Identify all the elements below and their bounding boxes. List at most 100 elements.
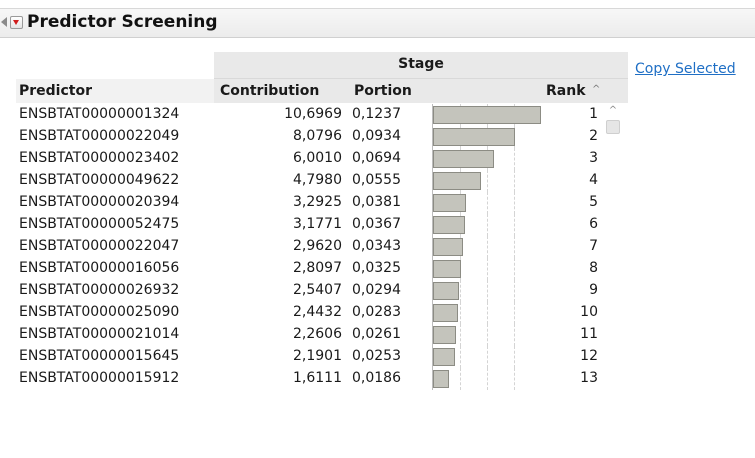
rank-cell: 6 (589, 216, 598, 232)
bar-gridline (514, 346, 515, 368)
bar-gridline (514, 170, 515, 192)
table-row[interactable]: ENSBTAT00000023402 6,0010 0,0694 3 (16, 148, 628, 170)
portion-bar (433, 326, 456, 344)
bar-gridline (487, 192, 488, 214)
portion-bar-cell (432, 346, 541, 368)
bar-gridline (514, 368, 515, 390)
bar-gridline (514, 258, 515, 280)
panel-title: Predictor Screening (27, 12, 218, 32)
contribution-cell: 2,2606 (293, 326, 342, 342)
table-row[interactable]: ENSBTAT00000026932 2,5407 0,0294 9 (16, 280, 628, 302)
rank-cell: 5 (589, 194, 598, 210)
rank-cell: 9 (589, 282, 598, 298)
predictor-column-label: Predictor (19, 83, 92, 99)
portion-column-label: Portion (354, 83, 412, 99)
table-row[interactable]: ENSBTAT00000001324 10,6969 0,1237 1 (16, 104, 628, 126)
table-row[interactable]: ENSBTAT00000052475 3,1771 0,0367 6 (16, 214, 628, 236)
predictor-cell: ENSBTAT00000016056 (19, 260, 180, 276)
portion-bar-cell (432, 368, 541, 390)
portion-bar (433, 370, 449, 388)
vertical-scrollbar[interactable] (604, 104, 628, 458)
predictor-column-header[interactable]: Predictor (16, 79, 214, 103)
table-row[interactable]: ENSBTAT00000022049 8,0796 0,0934 2 (16, 126, 628, 148)
contribution-cell: 2,8097 (293, 260, 342, 276)
bar-gridline (487, 324, 488, 346)
rank-column-header[interactable]: Rank ^ (540, 79, 604, 103)
predictor-cell: ENSBTAT00000023402 (19, 150, 180, 166)
portion-bar-cell (432, 192, 541, 214)
rank-cell: 12 (580, 348, 598, 364)
portion-bar-cell (432, 258, 541, 280)
table-row[interactable]: ENSBTAT00000022047 2,9620 0,0343 7 (16, 236, 628, 258)
bar-gridline (460, 280, 461, 302)
bar-gridline (487, 346, 488, 368)
portion-cell: 0,0294 (352, 282, 401, 298)
table-row[interactable]: ENSBTAT00000015645 2,1901 0,0253 12 (16, 346, 628, 368)
portion-bar-cell (432, 236, 541, 258)
portion-bar (433, 106, 541, 124)
portion-cell: 0,0694 (352, 150, 401, 166)
stage-header-label: Stage (398, 56, 444, 72)
table-row[interactable]: ENSBTAT00000015912 1,6111 0,0186 13 (16, 368, 628, 390)
contribution-cell: 2,9620 (293, 238, 342, 254)
predictor-table: Stage Predictor Contribution Portion Ran… (16, 52, 629, 458)
red-triangle-menu-icon[interactable] (10, 16, 23, 29)
contribution-column-label: Contribution (220, 83, 320, 99)
table-row[interactable]: ENSBTAT00000020394 3,2925 0,0381 5 (16, 192, 628, 214)
bar-gridline (487, 170, 488, 192)
disclosure-triangle-icon[interactable] (1, 17, 7, 27)
bar-gridline (460, 368, 461, 390)
portion-bar-cell (432, 104, 541, 126)
rank-cell: 7 (589, 238, 598, 254)
bar-gridline (514, 302, 515, 324)
rank-cell: 1 (589, 106, 598, 122)
copy-selected-link[interactable]: Copy Selected (635, 61, 736, 77)
table-row[interactable]: ENSBTAT00000021014 2,2606 0,0261 11 (16, 324, 628, 346)
portion-bar-column-header (432, 79, 540, 103)
portion-cell: 0,0186 (352, 370, 401, 386)
portion-cell: 0,0325 (352, 260, 401, 276)
portion-bar (433, 194, 466, 212)
portion-bar (433, 282, 459, 300)
portion-cell: 0,0555 (352, 172, 401, 188)
bar-gridline (514, 148, 515, 170)
stage-group-header: Stage (214, 52, 628, 79)
contribution-cell: 2,1901 (293, 348, 342, 364)
contribution-cell: 3,2925 (293, 194, 342, 210)
rank-cell: 3 (589, 150, 598, 166)
contribution-column-header[interactable]: Contribution (214, 79, 348, 103)
portion-bar (433, 128, 515, 146)
portion-bar-cell (432, 302, 541, 324)
rank-cell: 10 (580, 304, 598, 320)
bar-gridline (460, 324, 461, 346)
portion-bar (433, 260, 461, 278)
scrollbar-thumb[interactable] (606, 120, 620, 134)
table-row[interactable]: ENSBTAT00000016056 2,8097 0,0325 8 (16, 258, 628, 280)
contribution-cell: 6,0010 (293, 150, 342, 166)
table-row[interactable]: ENSBTAT00000049622 4,7980 0,0555 4 (16, 170, 628, 192)
predictor-cell: ENSBTAT00000015645 (19, 348, 180, 364)
table-row[interactable]: ENSBTAT00000025090 2,4432 0,0283 10 (16, 302, 628, 324)
bar-gridline (460, 346, 461, 368)
bar-gridline (487, 236, 488, 258)
predictor-cell: ENSBTAT00000022047 (19, 238, 180, 254)
contribution-cell: 2,5407 (293, 282, 342, 298)
contribution-cell: 3,1771 (293, 216, 342, 232)
portion-bar (433, 238, 463, 256)
scroll-up-arrow-icon[interactable]: ^ (608, 105, 618, 116)
contribution-cell: 8,0796 (293, 128, 342, 144)
header-scroll-corner (604, 79, 628, 103)
bar-gridline (514, 280, 515, 302)
portion-bar (433, 304, 458, 322)
bar-gridline (487, 280, 488, 302)
portion-column-header[interactable]: Portion (348, 79, 432, 103)
predictor-cell: ENSBTAT00000001324 (19, 106, 180, 122)
bar-gridline (487, 302, 488, 324)
portion-bar-cell (432, 214, 541, 236)
predictor-cell: ENSBTAT00000022049 (19, 128, 180, 144)
bar-gridline (514, 214, 515, 236)
portion-cell: 0,0343 (352, 238, 401, 254)
portion-bar (433, 348, 455, 366)
contribution-cell: 4,7980 (293, 172, 342, 188)
sort-ascending-icon: ^ (592, 84, 601, 95)
